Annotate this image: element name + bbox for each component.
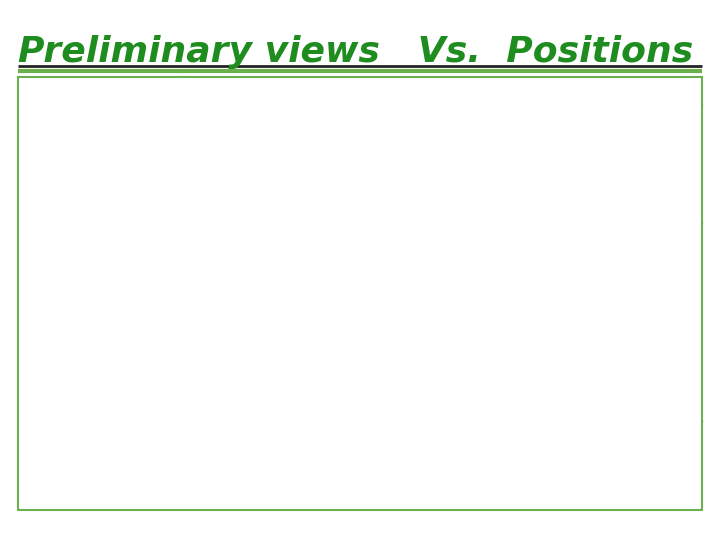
Bar [18, 77, 702, 510]
Text: and no more than: and no more than [281, 234, 387, 244]
Text: principle to APT.: principle to APT. [194, 286, 284, 296]
Bar [18, 223, 179, 421]
Text: Preliminary views   Vs.  Positions: Preliminary views Vs. Positions [18, 35, 693, 69]
Text: Sep 2013: Sep 2013 [295, 435, 361, 448]
Bar [179, 105, 702, 223]
Text: Preliminary views: Preliminary views [374, 84, 507, 98]
Bar [179, 223, 702, 421]
Text: No rule established as yet.: No rule established as yet. [189, 116, 356, 126]
Text: express objections: express objections [194, 247, 311, 257]
Text: minority in warranted cases is simply an aid to help: minority in warranted cases is simply an… [189, 143, 477, 153]
Text: presented by membership. Categorization into majority or: presented by membership. Categorization … [189, 130, 514, 139]
Text: (in: (in [371, 247, 389, 257]
Text: •  Regional positions (ECCAS, EACO, ECOWAS, SADC, North): • Regional positions (ECCAS, EACO, ECOWA… [186, 338, 521, 348]
Text: attending a: attending a [269, 247, 341, 257]
Text: Slide 3 of 16: Slide 3 of 16 [550, 435, 629, 448]
Text: 16 countries: 16 countries [252, 234, 321, 244]
Text: Position, AfCP): Position, AfCP) [45, 332, 151, 345]
Bar [18, 77, 179, 105]
Text: other words those opposing should not be more than: other words those opposing should not be… [194, 260, 490, 270]
Text: 8: 8 [324, 234, 332, 244]
Text: in Dakar from 18 – 20 March, 2013: in Dakar from 18 – 20 March, 2013 [194, 319, 387, 328]
Text: st: st [197, 307, 204, 316]
Text: for WRC-15 preparations was held: for WRC-15 preparations was held [244, 306, 438, 315]
Text: Views are collated as they are: Views are collated as they are [337, 116, 508, 126]
Text: AU: AU [92, 436, 105, 446]
Text: competent meeting: competent meeting [203, 306, 313, 315]
Bar [179, 77, 702, 105]
Bar [18, 421, 702, 461]
Text: understand different views, where applicable. A competent: understand different views, where applic… [189, 157, 520, 166]
Text: play a major role in forming the ATU position – a regional: play a major role in forming the ATU pos… [194, 351, 512, 361]
Text: 50% of those proposing a position). This is similar: 50% of those proposing a position). This… [194, 273, 471, 283]
Text: have a ‘veto’ power: have a ‘veto’ power [194, 364, 305, 374]
Circle shape [84, 427, 112, 455]
Text: Position: Position [70, 306, 127, 319]
Circle shape [87, 430, 109, 452]
Text: Preliminary view: Preliminary view [40, 158, 157, 171]
Text: competent meeting: competent meeting [300, 247, 423, 257]
Text: meeting is not necessarily required.: meeting is not necessarily required. [189, 170, 390, 180]
Bar [18, 105, 179, 223]
Text: Status: Status [74, 84, 122, 98]
Text: •  A position supported by: • A position supported by [186, 234, 336, 244]
Text: (African Common: (African Common [37, 319, 159, 332]
Text: •  1: • 1 [186, 306, 207, 315]
